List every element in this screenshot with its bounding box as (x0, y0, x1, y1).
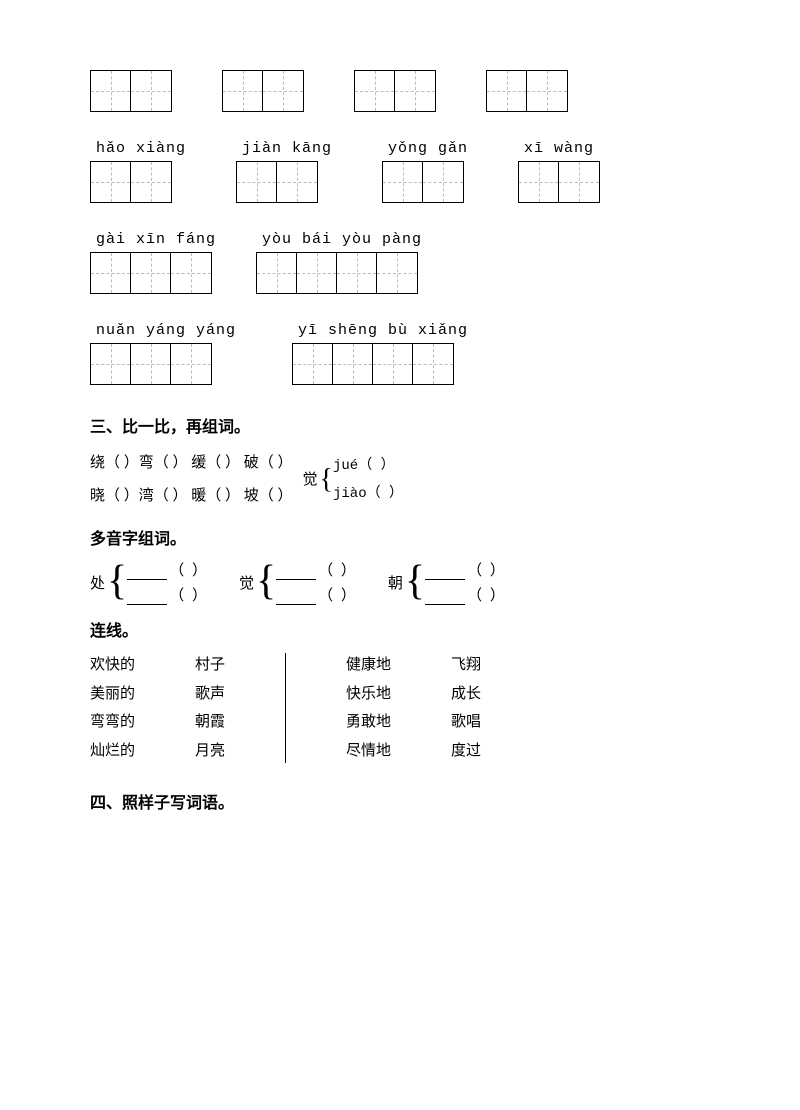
section-3-title: 三、比一比，再组词。 (90, 413, 710, 437)
poly-item: 处 { （ ） （ ） (90, 559, 209, 605)
match-item: 度过 (451, 737, 481, 766)
compare-block: 绕（ ）弯（ ） 缓（ ） 破（ ） 晓（ ）湾（ ） 暖（ ） 坡（ ） 觉 … (90, 447, 710, 513)
match-item: 歌声 (195, 680, 225, 709)
pinyin-group: yǒng gǎn (382, 140, 468, 203)
match-item: 村子 (195, 651, 225, 680)
box-row-2: hǎo xiàng jiàn kāng yǒng gǎn xī wàng (90, 140, 710, 203)
compare-right-top: jué（ ） (333, 452, 403, 480)
compare-top: 绕（ ）弯（ ） 缓（ ） 破（ ） (90, 447, 293, 480)
match-col: 飞翔 成长 歌唱 度过 (451, 651, 481, 765)
pinyin-group: yī shēng bù xiǎng (292, 322, 468, 385)
match-item: 尽情地 (346, 737, 391, 766)
pinyin-group: xī wàng (518, 140, 600, 203)
match-table: 欢快的 美丽的 弯弯的 灿烂的 村子 歌声 朝霞 月亮 健康地 快乐地 勇敢地 … (90, 651, 710, 765)
compare-bottom: 晓（ ）湾（ ） 暖（ ） 坡（ ） (90, 480, 293, 513)
compare-right-bottom: jiào（ ） (333, 480, 403, 508)
pinyin-label: yòu bái yòu pàng (262, 231, 422, 248)
match-item: 健康地 (346, 651, 391, 680)
box-group (90, 70, 172, 112)
match-item: 朝霞 (195, 708, 225, 737)
match-title: 连线。 (90, 617, 710, 641)
pinyin-label: jiàn kāng (242, 140, 332, 157)
poly-row: 处 { （ ） （ ） 觉 { （ ） （ ） 朝 { （ ） （ ） (90, 559, 710, 605)
brace-icon: { (320, 466, 333, 494)
pinyin-label: gài xīn fáng (96, 231, 216, 248)
paren: （ ） (169, 584, 209, 605)
brace-icon: { (256, 563, 276, 601)
divider (285, 653, 286, 763)
pinyin-group: nuǎn yáng yáng (90, 322, 236, 385)
match-item: 歌唱 (451, 708, 481, 737)
pinyin-label: nuǎn yáng yáng (96, 322, 236, 339)
match-item: 快乐地 (346, 680, 391, 709)
match-col: 欢快的 美丽的 弯弯的 灿烂的 (90, 651, 135, 765)
pinyin-label: hǎo xiàng (96, 140, 186, 157)
pinyin-label: yī shēng bù xiǎng (298, 322, 468, 339)
match-item: 灿烂的 (90, 737, 135, 766)
box-group (222, 70, 304, 112)
brace-icon: { (405, 563, 425, 601)
box-row-4: nuǎn yáng yáng yī shēng bù xiǎng (90, 322, 710, 385)
compare-right-char: 觉 (303, 464, 318, 497)
match-item: 成长 (451, 680, 481, 709)
brace-icon: { (107, 563, 127, 601)
paren: （ ） (467, 584, 507, 605)
pinyin-group: gài xīn fáng (90, 231, 216, 294)
pinyin-group: yòu bái yòu pàng (256, 231, 422, 294)
poly-item: 朝 { （ ） （ ） (388, 559, 507, 605)
paren: （ ） (318, 584, 358, 605)
box-row-3: gài xīn fáng yòu bái yòu pàng (90, 231, 710, 294)
match-item: 弯弯的 (90, 708, 135, 737)
match-item: 欢快的 (90, 651, 135, 680)
match-item: 勇敢地 (346, 708, 391, 737)
paren: （ ） (169, 559, 209, 580)
poly-char: 觉 (239, 572, 254, 593)
pinyin-group: jiàn kāng (236, 140, 332, 203)
box-group (354, 70, 436, 112)
match-item: 飞翔 (451, 651, 481, 680)
paren: （ ） (318, 559, 358, 580)
poly-char: 朝 (388, 572, 403, 593)
pinyin-label: xī wàng (524, 140, 594, 157)
box-row-1 (90, 70, 710, 112)
match-col: 村子 歌声 朝霞 月亮 (195, 651, 225, 765)
box-group (486, 70, 568, 112)
match-item: 月亮 (195, 737, 225, 766)
paren: （ ） (467, 559, 507, 580)
poly-char: 处 (90, 572, 105, 593)
pinyin-label: yǒng gǎn (388, 140, 468, 157)
match-col: 健康地 快乐地 勇敢地 尽情地 (346, 651, 391, 765)
match-item: 美丽的 (90, 680, 135, 709)
poly-item: 觉 { （ ） （ ） (239, 559, 358, 605)
pinyin-group: hǎo xiàng (90, 140, 186, 203)
poly-title: 多音字组词。 (90, 525, 710, 549)
section-4-title: 四、照样子写词语。 (90, 789, 710, 813)
